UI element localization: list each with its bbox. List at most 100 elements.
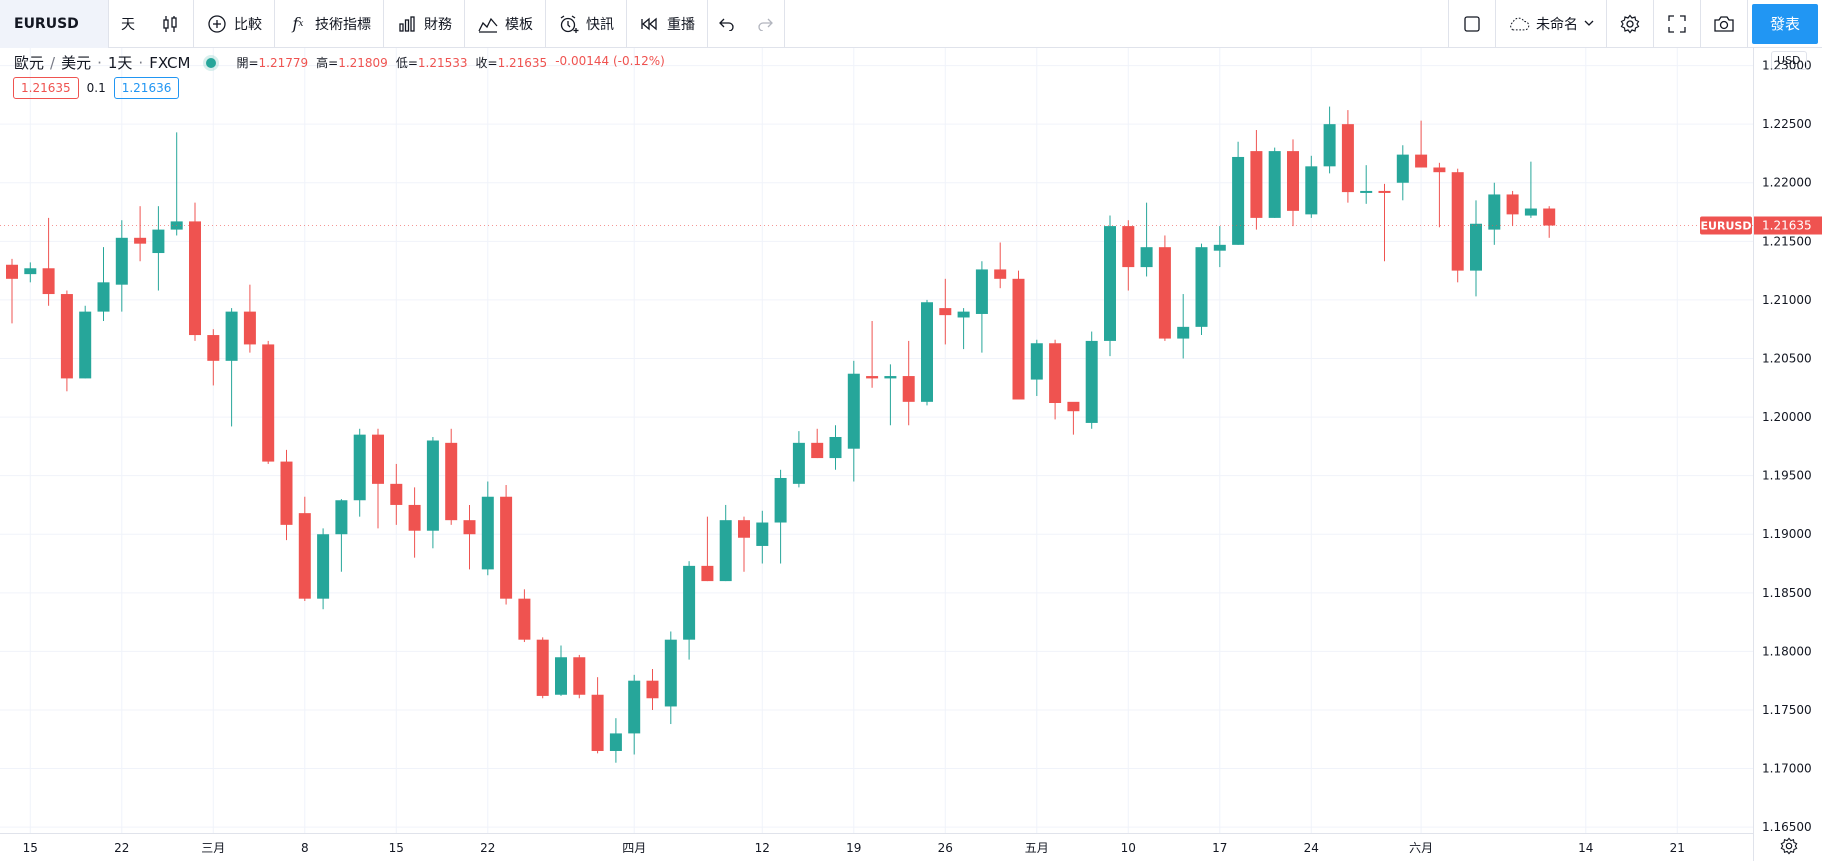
- candle-up: [792, 442, 805, 484]
- chart-settings-gear-icon[interactable]: [1780, 837, 1800, 857]
- candle-down: [1067, 401, 1080, 412]
- time-tick-label: 21: [1670, 841, 1685, 855]
- candle-up: [225, 311, 238, 361]
- last-price-text: 1.21635: [1762, 219, 1812, 233]
- buy-button[interactable]: 1.21636: [113, 77, 180, 99]
- chart-type-button[interactable]: [147, 0, 193, 48]
- high-value: 1.21809: [338, 56, 388, 70]
- compare-button[interactable]: 比較: [194, 0, 274, 48]
- layout-name-label: 未命名: [1535, 16, 1578, 33]
- legend-separator: ·: [138, 53, 144, 72]
- spread-value: 0.1: [86, 81, 106, 95]
- templates-button[interactable]: 模板: [465, 0, 545, 48]
- price-tick-label: 1.20500: [1762, 351, 1812, 365]
- undo-button[interactable]: [708, 0, 746, 48]
- candle-up: [756, 522, 769, 546]
- candle-down: [298, 513, 311, 599]
- maximize-button[interactable]: [1654, 0, 1700, 48]
- layout-menu-button[interactable]: 未命名: [1496, 0, 1606, 48]
- candle-down: [866, 376, 879, 379]
- candle-up: [957, 311, 970, 318]
- candle-down: [1012, 278, 1025, 400]
- time-tick-label: 26: [938, 841, 953, 855]
- time-tick-label: 14: [1578, 841, 1593, 855]
- candles-icon: [159, 13, 181, 35]
- time-tick-label: 22: [114, 841, 129, 855]
- settings-button[interactable]: [1607, 0, 1653, 48]
- candle-down: [536, 639, 549, 696]
- candle-down: [390, 483, 403, 505]
- candle-up: [1177, 326, 1190, 339]
- symbol-price-tag-text: EURUSD: [1701, 220, 1752, 233]
- currency-badge[interactable]: USD: [1771, 51, 1807, 70]
- candle-up: [1195, 247, 1208, 327]
- time-tick-label: 10: [1121, 841, 1136, 855]
- candle-up: [609, 733, 622, 751]
- chevron-down-icon: [1584, 16, 1594, 32]
- symbol-search-button[interactable]: EURUSD: [0, 0, 108, 48]
- candle-down: [445, 442, 458, 521]
- alerts-label: 快訊: [586, 16, 614, 33]
- candle-down: [994, 269, 1007, 279]
- price-tick-label: 1.22500: [1762, 117, 1812, 131]
- candle-down: [1451, 172, 1464, 271]
- change-percent: (-0.12%): [612, 54, 665, 68]
- candle-up: [24, 268, 37, 275]
- price-tick-label: 1.20000: [1762, 410, 1812, 424]
- candle-down: [134, 237, 147, 244]
- publish-button[interactable]: 發表: [1751, 3, 1818, 44]
- time-tick-label: 三月: [201, 841, 225, 855]
- change-value: -0.00144: [555, 54, 610, 68]
- candle-up: [774, 477, 787, 523]
- candle-up: [79, 311, 92, 379]
- candle-up: [628, 680, 641, 734]
- interval-button[interactable]: 天: [121, 16, 135, 33]
- candle-down: [1341, 124, 1354, 193]
- series-legend[interactable]: 歐元 / 美元 · 1天 · FXCM 開=1.21779 高=1.21809 …: [14, 52, 665, 73]
- candle-up: [719, 520, 732, 582]
- time-tick-label: 六月: [1409, 841, 1433, 855]
- candle-down: [1415, 154, 1428, 168]
- open-label: 開=: [236, 56, 259, 70]
- candle-up: [481, 496, 494, 570]
- close-value: 1.21635: [497, 56, 548, 70]
- replay-button[interactable]: 重播: [627, 0, 707, 48]
- legend-quote-currency: 美元: [61, 54, 92, 72]
- candle-up: [1085, 340, 1098, 423]
- candle-up: [1140, 247, 1153, 268]
- time-axis-divider: [0, 833, 1753, 834]
- symbol-price-tag: [1700, 216, 1752, 235]
- market-status-icon[interactable]: [206, 57, 217, 68]
- templates-label: 模板: [505, 16, 533, 33]
- candle-down: [42, 268, 55, 295]
- plus-circle-icon: [206, 13, 228, 35]
- time-tick-label: 19: [846, 841, 861, 855]
- sell-button[interactable]: 1.21635: [13, 77, 79, 99]
- snapshot-button[interactable]: [1701, 0, 1747, 48]
- candle-down: [1433, 167, 1446, 173]
- candle-up: [1488, 194, 1501, 230]
- alerts-button[interactable]: 快訊: [546, 0, 626, 48]
- price-tick-label: 1.21000: [1762, 293, 1812, 307]
- legend-exchange: FXCM: [149, 53, 191, 72]
- candle-up: [1213, 244, 1226, 251]
- candle-up: [335, 500, 348, 535]
- candle-down: [701, 565, 714, 582]
- candle-down: [243, 311, 256, 345]
- low-value: 1.21533: [417, 56, 468, 70]
- chart-pane[interactable]: 1.23000 1.22500 1.22000 1.21500 1.21000 1.205…: [0, 48, 1822, 861]
- candle-up: [152, 229, 165, 254]
- candle-up: [884, 376, 897, 379]
- financials-button[interactable]: 財務: [384, 0, 464, 48]
- candle-up: [921, 302, 933, 402]
- fullscreen-toggle-button[interactable]: [1449, 0, 1495, 48]
- redo-button[interactable]: [746, 0, 784, 48]
- square-icon: [1461, 13, 1483, 35]
- candle-down: [646, 680, 659, 699]
- candle-down: [902, 376, 915, 402]
- candlestick-chart[interactable]: 1.230001.225001.220001.215001.210001.205…: [0, 48, 1822, 861]
- candle-up: [97, 282, 110, 312]
- camera-icon: [1713, 13, 1735, 35]
